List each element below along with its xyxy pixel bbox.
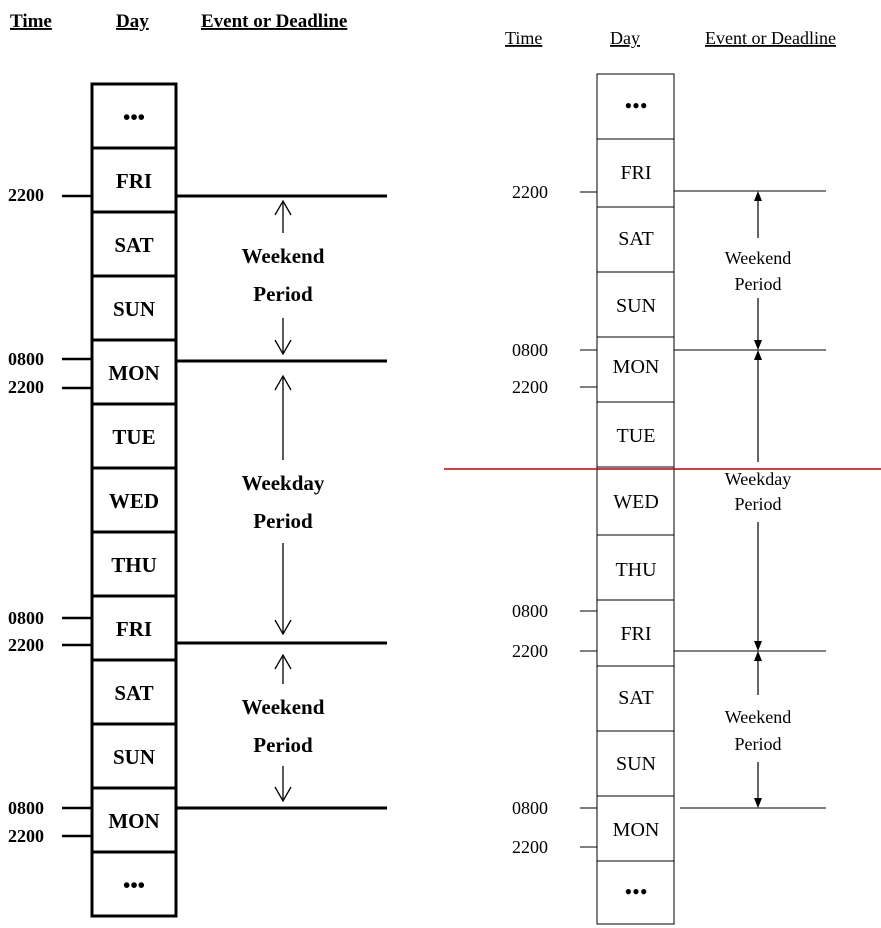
right-period-label: Period: [735, 274, 782, 294]
right-header-event: Event or Deadline: [705, 28, 836, 48]
left-time-label: 2200: [8, 635, 44, 655]
left-day-cell: MON: [108, 809, 159, 833]
right-day-cell: WED: [613, 491, 659, 513]
left-boundary-lines: [176, 194, 387, 810]
right-day-cell: FRI: [620, 623, 651, 645]
left-day-cell: FRI: [116, 169, 152, 193]
right-day-cell: MON: [613, 356, 660, 378]
right-day-column: [596, 73, 675, 925]
right-period-label: Period: [735, 494, 782, 514]
right-day-cell: FRI: [620, 162, 651, 184]
left-day-cell: SAT: [114, 681, 153, 705]
left-time-label: 2200: [8, 185, 44, 205]
left-header-day: Day: [116, 11, 149, 32]
right-day-cell: SUN: [616, 753, 656, 775]
left-diagram: Time Day Event or Deadline ••• FRI SAT S…: [8, 11, 387, 918]
left-period-label: Period: [253, 733, 313, 757]
left-day-cell: TUE: [112, 425, 155, 449]
right-period-label: Weekday: [725, 469, 792, 489]
right-time-label: 0800: [512, 798, 548, 818]
right-period-label: Period: [735, 734, 782, 754]
right-time-label: 2200: [512, 377, 548, 397]
right-day-cell: TUE: [617, 425, 656, 447]
left-time-label: 0800: [8, 349, 44, 369]
left-day-cell: SAT: [114, 233, 153, 257]
left-period-label: Period: [253, 509, 313, 533]
left-day-cell: SUN: [113, 297, 155, 321]
left-day-cell: •••: [123, 105, 145, 129]
right-time-ticks: [580, 191, 597, 848]
left-time-label: 0800: [8, 798, 44, 818]
left-period-label: Period: [253, 282, 313, 306]
right-boundary-lines: [674, 190, 826, 809]
left-period-arrows: [274, 199, 292, 803]
left-period-label: Weekday: [242, 471, 325, 495]
left-time-label: 2200: [8, 377, 44, 397]
left-day-column: [90, 82, 178, 918]
left-day-cell: WED: [109, 489, 159, 513]
right-diagram: Time Day Event or Deadline ••• FRI SAT S…: [444, 28, 881, 925]
left-header-time: Time: [10, 11, 52, 32]
right-arrowheads: [754, 191, 762, 808]
right-time-label: 2200: [512, 182, 548, 202]
left-time-ticks: [62, 194, 92, 838]
right-header-time: Time: [505, 28, 542, 48]
left-day-cell: SUN: [113, 745, 155, 769]
left-day-cell: •••: [123, 873, 145, 897]
right-time-label: 2200: [512, 837, 548, 857]
right-day-cell: •••: [624, 93, 647, 118]
right-day-cell: SUN: [616, 295, 656, 317]
right-period-label: Weekend: [725, 707, 792, 727]
left-time-label: 2200: [8, 826, 44, 846]
left-header-event: Event or Deadline: [201, 11, 347, 32]
right-day-cell: SAT: [618, 228, 654, 250]
right-day-cell: MON: [613, 819, 660, 841]
right-time-label: 0800: [512, 340, 548, 360]
left-time-label: 0800: [8, 608, 44, 628]
left-period-label: Weekend: [242, 695, 325, 719]
right-time-label: 0800: [512, 601, 548, 621]
left-day-cell: FRI: [116, 617, 152, 641]
left-period-label: Weekend: [242, 244, 325, 268]
right-day-cell: THU: [615, 559, 657, 581]
right-header-day: Day: [610, 28, 640, 48]
left-day-cell: THU: [111, 553, 157, 577]
right-day-cell: •••: [624, 879, 647, 904]
right-day-cell: SAT: [618, 687, 654, 709]
right-period-label: Weekend: [725, 248, 792, 268]
left-day-cell: MON: [108, 361, 159, 385]
right-time-label: 2200: [512, 641, 548, 661]
